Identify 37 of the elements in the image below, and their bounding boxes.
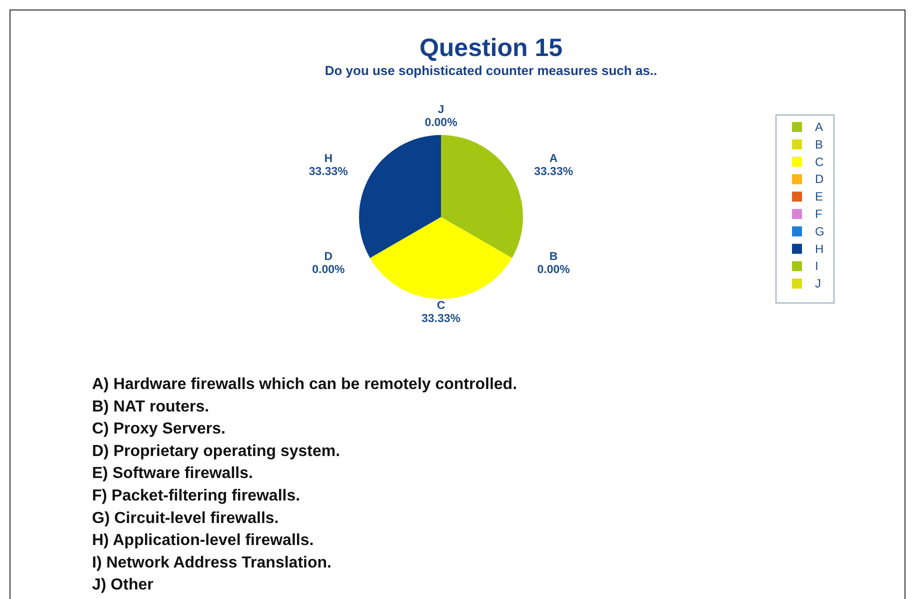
text: 0.00%: [537, 264, 570, 276]
text: F) Packet-filtering firewalls.: [92, 488, 300, 504]
pie-slice: [370, 217, 512, 299]
data-label: 33.33%: [534, 166, 574, 178]
slice-label: A: [549, 153, 558, 165]
text: D) Proprietary operating system.: [92, 442, 340, 460]
data-label: 33.33%: [421, 313, 461, 325]
slice-label: C: [436, 300, 446, 312]
slice-label: H: [324, 153, 333, 165]
data-label: 33.33%: [308, 166, 348, 178]
legend-label: G: [815, 224, 824, 238]
category-label: D: [324, 251, 333, 263]
pie-slice: [441, 135, 523, 258]
text: 0.00%: [424, 117, 458, 129]
legend-label: F: [815, 207, 822, 221]
legend-label: C: [815, 154, 824, 169]
text: E) Software firewalls.: [92, 465, 253, 482]
chart-title: Question 15: [419, 34, 563, 62]
legend-label: I: [815, 259, 818, 274]
text: B) NAT routers.: [92, 398, 210, 416]
text: A) Hardware firewalls which can be remotely controlled.: [92, 376, 518, 393]
legend-label: A: [815, 120, 824, 134]
text: C) Proxy Servers.: [92, 420, 226, 438]
pie-slice: [359, 135, 441, 258]
category-label: J: [438, 104, 444, 116]
text: J) Other: [92, 576, 154, 594]
legend-label: J: [815, 276, 821, 291]
category-label: B: [549, 251, 558, 263]
chart-subtitle: Do you use sophisticated counter measures such as..: [324, 63, 658, 78]
legend-label: H: [815, 242, 824, 256]
legend-label: B: [815, 137, 824, 152]
text: 0.00%: [312, 264, 345, 276]
text: I) Network Address Translation.: [92, 554, 332, 572]
text: H) Application-level firewalls.: [92, 532, 314, 550]
legend-label: E: [815, 190, 824, 204]
text: G) Circuit-level firewalls.: [92, 510, 279, 527]
legend-label: D: [815, 172, 824, 186]
